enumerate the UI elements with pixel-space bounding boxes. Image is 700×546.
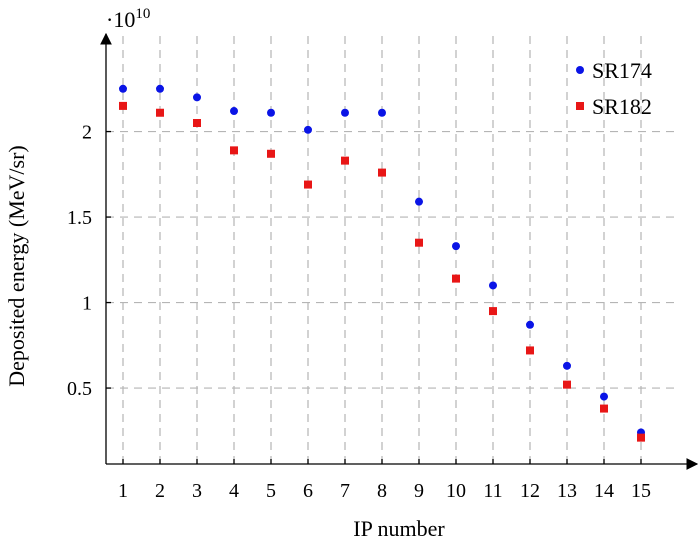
legend-marker-sr174	[576, 66, 584, 74]
data-point-sr174	[452, 242, 460, 251]
data-point-sr174	[267, 108, 275, 117]
y-axis-title: Deposited energy (MeV/sr)	[4, 145, 29, 387]
legend: SR174 SR182	[576, 58, 652, 119]
x-tick-label: 6	[303, 480, 313, 502]
y-tick-label: 0.5	[67, 378, 92, 400]
x-tick-label: 12	[520, 480, 540, 502]
data-point-sr182	[600, 404, 608, 413]
series-sr174	[119, 84, 645, 437]
data-point-sr182	[119, 101, 127, 110]
data-point-sr174	[230, 107, 238, 116]
y-tick-label: 1.5	[67, 207, 92, 229]
tick-labels: 1 2 3 4 5 6 7 8 9 10 11 12 13 14 150.511.52	[67, 122, 651, 502]
data-series	[119, 84, 645, 442]
x-tick-label: 15	[631, 480, 651, 502]
data-point-sr174	[563, 361, 571, 370]
x-tick-label: 1	[118, 480, 128, 502]
y-axis-multiplier: ·1010	[106, 6, 150, 32]
data-point-sr182	[230, 146, 238, 155]
data-point-sr174	[600, 392, 608, 401]
data-point-sr174	[489, 281, 497, 290]
x-tick-label: 7	[340, 480, 350, 502]
data-point-sr182	[489, 307, 497, 316]
data-point-sr174	[378, 108, 386, 117]
data-point-sr182	[415, 238, 423, 247]
series-sr182	[119, 101, 645, 442]
axes	[100, 32, 699, 470]
data-point-sr174	[156, 84, 164, 93]
data-point-sr174	[304, 125, 312, 134]
y-tick-label: 2	[82, 122, 92, 144]
data-point-sr174	[119, 84, 127, 93]
legend-label-sr174: SR174	[592, 58, 652, 83]
x-axis-title: IP number	[353, 516, 445, 541]
data-point-sr174	[415, 197, 423, 206]
data-point-sr174	[193, 93, 201, 102]
data-point-sr182	[452, 274, 460, 283]
data-point-sr182	[267, 149, 275, 158]
data-point-sr182	[637, 433, 645, 442]
x-tick-label: 14	[594, 480, 614, 502]
data-point-sr182	[341, 156, 349, 165]
data-point-sr182	[304, 180, 312, 189]
legend-label-sr182: SR182	[592, 94, 652, 119]
data-point-sr182	[563, 380, 571, 389]
data-point-sr182	[378, 168, 386, 177]
y-multiplier-exponent: 10	[135, 6, 150, 22]
data-point-sr182	[526, 346, 534, 355]
x-tick-label: 9	[414, 480, 424, 502]
x-tick-label: 4	[229, 480, 239, 502]
y-tick-label: 1	[82, 293, 92, 315]
y-multiplier-base: ·10	[106, 7, 135, 32]
data-point-sr174	[526, 320, 534, 329]
x-tick-label: 2	[155, 480, 165, 502]
data-point-sr182	[156, 108, 164, 117]
x-tick-label: 10	[446, 480, 466, 502]
data-point-sr174	[341, 108, 349, 117]
legend-marker-sr182	[576, 102, 584, 110]
x-tick-label: 11	[483, 480, 502, 502]
x-tick-label: 13	[557, 480, 577, 502]
x-tick-label: 3	[192, 480, 202, 502]
data-point-sr182	[193, 119, 201, 127]
x-tick-label: 5	[266, 480, 276, 502]
x-tick-label: 8	[377, 480, 387, 502]
